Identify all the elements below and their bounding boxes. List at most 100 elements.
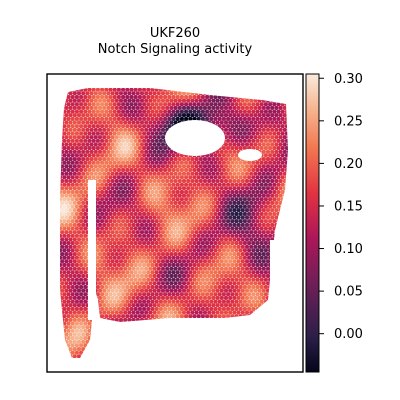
tissue-spot: [123, 303, 128, 308]
tissue-spot: [112, 175, 117, 180]
tissue-spot: [139, 164, 145, 169]
tissue-spot: [234, 109, 239, 114]
tissue-spot: [213, 94, 218, 100]
tissue-spot: [276, 167, 281, 173]
tissue-spot: [242, 255, 247, 260]
tissue-spot: [278, 120, 283, 125]
tissue-spot: [158, 284, 163, 290]
tissue-spot: [215, 266, 220, 271]
tissue-spot: [154, 314, 159, 319]
tissue-spot: [62, 248, 67, 253]
tissue-spot: [100, 146, 105, 151]
tissue-spot: [76, 98, 82, 103]
tissue-spot: [76, 244, 82, 249]
tissue-spot: [188, 277, 193, 282]
tissue-spot: [251, 138, 256, 143]
tissue-spot: [125, 277, 130, 282]
tissue-spot: [64, 295, 69, 300]
tissue-spot: [70, 219, 75, 224]
tissue-spot: [102, 230, 107, 235]
tissue-spot: [188, 189, 193, 195]
tissue-spot: [72, 157, 77, 162]
tissue-spot: [276, 189, 281, 195]
tissue-spot: [165, 303, 170, 308]
tissue-spot: [81, 266, 86, 271]
tissue-spot: [131, 215, 136, 220]
tissue-spot: [226, 241, 231, 246]
tissue-spot: [198, 178, 203, 184]
tissue-spot: [114, 127, 119, 132]
tissue-spot: [244, 310, 250, 315]
tissue-spot: [169, 281, 174, 286]
tissue-spot: [83, 306, 88, 311]
tissue-spot: [125, 233, 130, 238]
tissue-spot: [265, 208, 271, 213]
tissue-spot: [85, 113, 90, 118]
tissue-spot: [228, 105, 233, 110]
tissue-spot: [100, 94, 105, 100]
tissue-hole: [165, 120, 225, 156]
tissue-spot: [181, 237, 187, 242]
tissue-spot: [163, 109, 168, 114]
tissue-spot: [146, 88, 151, 92]
tissue-spot: [116, 248, 121, 253]
tissue-spot: [146, 277, 151, 282]
tissue-spot: [104, 160, 109, 165]
tissue-spot: [179, 284, 184, 290]
tissue-spot: [268, 204, 273, 209]
tissue-spot: [150, 182, 155, 187]
tissue-spot: [165, 237, 170, 242]
tissue-spot: [108, 197, 113, 202]
tissue-spot: [232, 266, 237, 271]
tissue-spot: [137, 270, 142, 275]
tissue-spot: [62, 138, 67, 143]
tissue-spot: [209, 211, 214, 216]
tissue-spot: [137, 284, 142, 290]
tissue-spot: [226, 131, 231, 136]
tissue-spot: [261, 295, 266, 300]
tissue-spot: [259, 248, 264, 253]
tissue-spot: [72, 127, 77, 132]
tissue-spot: [79, 314, 84, 319]
tissue-spot: [142, 226, 147, 231]
tissue-spot: [158, 226, 163, 231]
tissue-spot: [133, 94, 138, 100]
tissue-spot: [127, 105, 132, 110]
tissue-spot: [144, 208, 149, 213]
tissue-spot: [70, 321, 75, 326]
tissue-spot: [167, 226, 172, 231]
tissue-spot: [257, 252, 262, 257]
tissue-spot: [207, 113, 212, 118]
tissue-spot: [100, 102, 105, 107]
tissue-spot: [66, 197, 71, 202]
tissue-spot: [219, 193, 224, 198]
tissue-spot: [234, 270, 239, 275]
tissue-spot: [230, 241, 235, 246]
tissue-spot: [156, 171, 161, 176]
tissue-spot: [114, 91, 119, 96]
tissue-spot: [154, 189, 159, 195]
tissue-spot: [152, 127, 157, 132]
tissue-spot: [163, 197, 168, 202]
tissue-spot: [81, 208, 86, 213]
tissue-spot: [230, 102, 235, 107]
tissue-spot: [173, 98, 178, 103]
tissue-spot: [127, 127, 132, 132]
tissue-spot: [68, 208, 73, 213]
tissue-spot: [200, 167, 205, 173]
tissue-spot: [217, 284, 222, 290]
tissue-spot: [116, 146, 121, 151]
tissue-spot: [242, 204, 247, 209]
tissue-spot: [232, 186, 237, 191]
tissue-spot: [62, 270, 67, 275]
tissue-spot: [106, 193, 111, 198]
tissue-spot: [118, 288, 124, 293]
tissue-spot: [186, 215, 191, 220]
tissue-spot: [167, 233, 172, 238]
tissue-spot: [169, 244, 174, 249]
tissue-spot: [116, 88, 122, 92]
tissue-spot: [81, 193, 86, 198]
tissue-spot: [97, 295, 103, 300]
tissue-spot: [219, 120, 224, 125]
tissue-spot: [278, 193, 283, 198]
